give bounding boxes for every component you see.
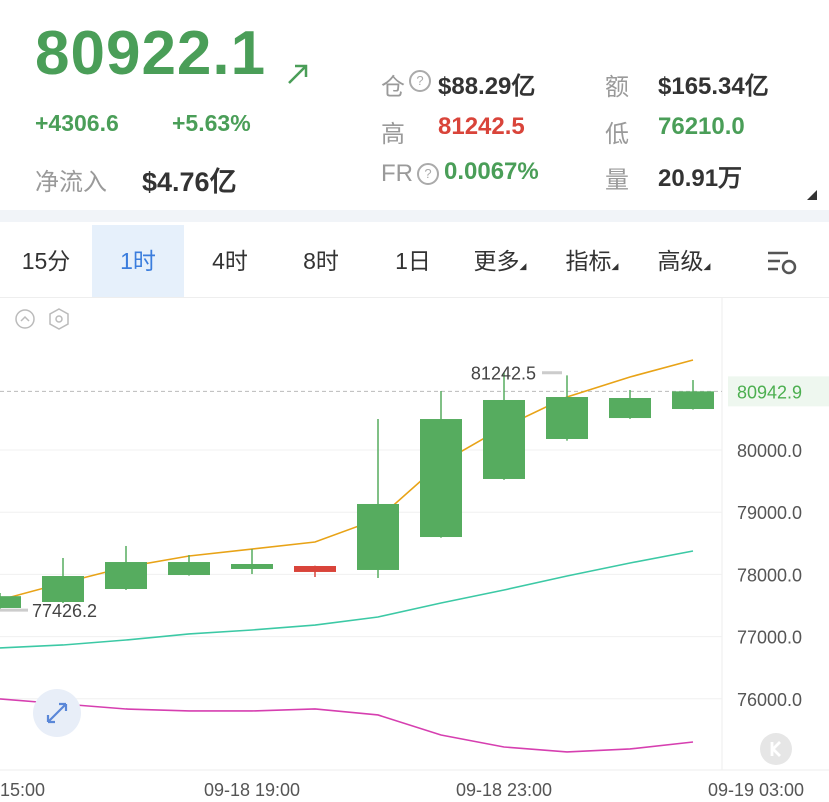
x-tick-label: 09-18 23:00	[456, 780, 552, 800]
x-tick-label: 09-19 03:00	[708, 780, 804, 800]
stat-label: 量	[605, 167, 629, 194]
tab[interactable]: 1时	[92, 225, 184, 297]
x-tick-label: 09-18 19:00	[204, 780, 300, 800]
y-tick-label: 79000.0	[737, 503, 802, 523]
stat-value: 81242.5	[438, 113, 525, 140]
candle-body	[168, 562, 210, 576]
tab[interactable]: 8时	[303, 248, 339, 274]
candle-body	[294, 565, 336, 572]
stat-value: $88.29亿	[438, 73, 536, 100]
info-icon[interactable]: ?	[409, 70, 431, 92]
candle-body	[42, 576, 84, 603]
stat-value: $165.34亿	[658, 73, 769, 100]
kline-button[interactable]	[759, 732, 793, 766]
candle-body	[609, 398, 651, 419]
ma-line	[0, 550, 694, 649]
candle-body	[483, 399, 525, 479]
tab[interactable]: 1日	[395, 248, 431, 274]
y-tick-label: 80000.0	[737, 441, 802, 461]
last-price: 80922.1	[35, 19, 267, 88]
expand-corner[interactable]	[805, 188, 819, 202]
tab[interactable]: 15分	[21, 248, 71, 274]
separator	[0, 210, 829, 222]
settings-icon[interactable]	[766, 250, 800, 276]
stat-value: 76210.0	[658, 113, 745, 140]
stat-label: 低	[605, 121, 629, 148]
tab[interactable]: 高级◢	[657, 248, 711, 274]
last-price-tag	[728, 376, 829, 407]
trend-arrow	[288, 64, 308, 84]
y-tick-label: 78000.0	[737, 565, 802, 585]
inflow-value: $4.76亿	[142, 167, 237, 197]
indicator-settings-icon[interactable]	[49, 308, 69, 330]
high-label: 81242.5	[471, 364, 536, 384]
stat-label: 高	[381, 121, 405, 148]
candle-body	[357, 503, 399, 570]
change-pct: +5.63%	[172, 110, 251, 136]
change: +4306.6	[35, 110, 119, 136]
tab[interactable]: 4时	[212, 248, 248, 274]
stat-value: 0.0067%	[444, 158, 539, 185]
tab[interactable]: 指标◢	[565, 248, 619, 274]
candle-body	[672, 391, 714, 410]
y-tick-label: 76000.0	[737, 690, 802, 710]
last-price-label: 80942.9	[737, 382, 802, 402]
ma-line	[0, 698, 694, 753]
y-tick-label: 77000.0	[737, 628, 802, 648]
candle-body	[420, 419, 462, 538]
stat-value: 20.91万	[658, 165, 743, 192]
candle-body	[0, 596, 21, 608]
collapse-icon[interactable]	[15, 309, 35, 329]
dropdown-marker: ◢	[611, 261, 619, 271]
stat-label: FR	[381, 160, 413, 187]
fullscreen-button[interactable]	[32, 688, 82, 738]
info-icon[interactable]: ?	[417, 163, 439, 185]
dropdown-marker: ◢	[703, 261, 711, 271]
inflow-label: 净流入	[35, 169, 107, 196]
dropdown-marker: ◢	[519, 261, 527, 271]
candle-body	[231, 564, 273, 569]
x-tick-label: 15:00	[0, 780, 45, 800]
candle-body	[105, 562, 147, 590]
stat-label: 仓	[381, 74, 405, 101]
candle-body	[546, 397, 588, 439]
ma-line	[0, 359, 694, 601]
divider	[0, 297, 829, 298]
stat-label: 额	[605, 74, 629, 101]
tab[interactable]: 更多◢	[473, 248, 527, 274]
low-label: 77426.2	[32, 601, 97, 621]
